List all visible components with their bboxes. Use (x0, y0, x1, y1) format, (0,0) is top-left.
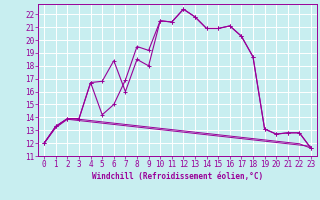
X-axis label: Windchill (Refroidissement éolien,°C): Windchill (Refroidissement éolien,°C) (92, 172, 263, 181)
